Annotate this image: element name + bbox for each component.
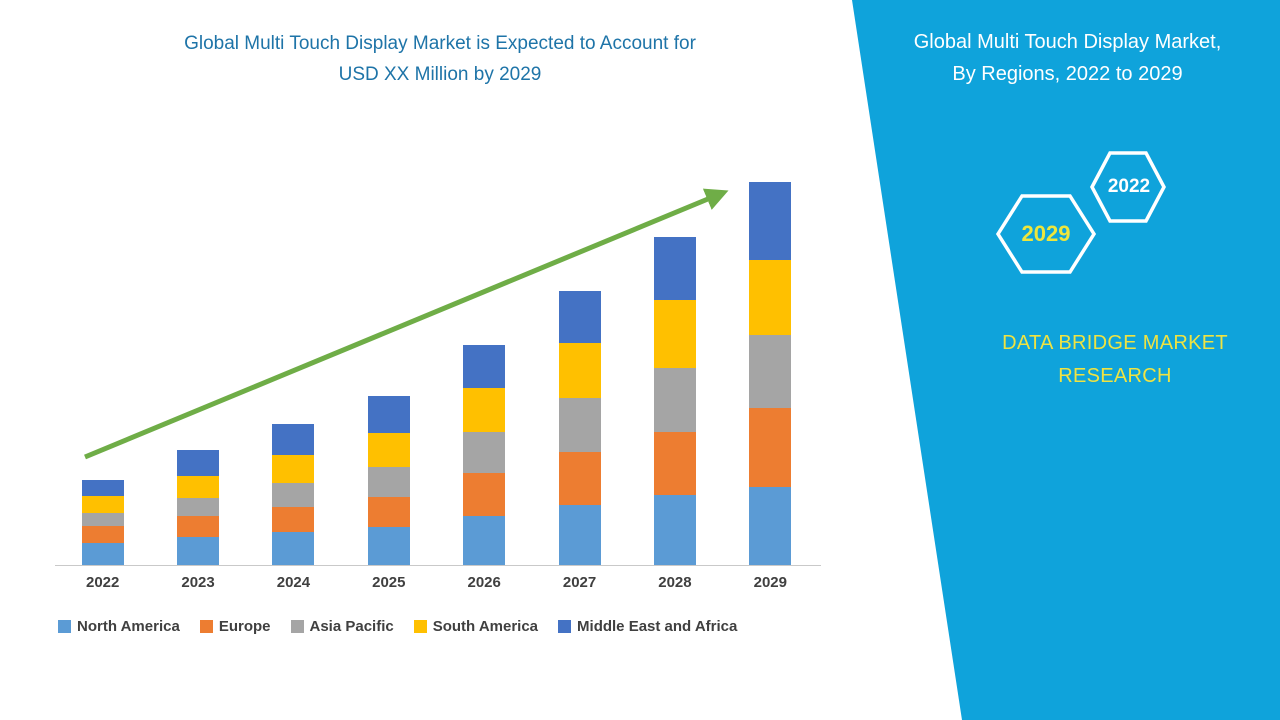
bar-segment-asia-pacific (558, 398, 601, 452)
panel-heading-line1: Global Multi Touch Display Market, (913, 31, 1222, 53)
bar-segment-south-america (367, 433, 410, 467)
chart-title: Global Multi Touch Display Market is Exp… (60, 28, 820, 90)
bar-chart-plot-area (55, 145, 818, 565)
legend-label: Europe (218, 618, 271, 635)
x-axis-label-2026: 2026 (467, 574, 501, 591)
bar-segment-north-america (177, 537, 220, 565)
bar-segment-south-america (749, 260, 792, 335)
bar-segment-europe (81, 526, 124, 543)
legend-swatch (413, 620, 427, 633)
legend-item-europe: Europe (199, 618, 271, 635)
hexagon-2022-outline (1090, 151, 1166, 223)
chart-title-line1: Global Multi Touch Display Market is Exp… (184, 33, 696, 54)
stacked-bar-2024 (272, 424, 315, 565)
bar-segment-europe (558, 452, 601, 505)
stacked-bar-2027 (558, 291, 601, 565)
brand-text: DATA BRIDGE MARKET RESEARCH (925, 327, 1280, 393)
bar-segment-north-america (272, 532, 315, 565)
legend-item-asia-pacific: Asia Pacific (290, 618, 394, 635)
bar-segment-south-america (272, 455, 315, 483)
x-axis-label-2029: 2029 (753, 574, 787, 591)
bar-segment-middle-east-and-africa (653, 237, 696, 300)
legend-label: South America (432, 618, 539, 635)
bar-segment-south-america (558, 343, 601, 398)
bar-segment-europe (177, 516, 220, 537)
legend-swatch (199, 620, 213, 633)
bar-segment-north-america (749, 487, 792, 565)
bar-segment-asia-pacific (463, 432, 506, 473)
stacked-bar-2028 (653, 237, 696, 565)
bar-segment-middle-east-and-africa (463, 345, 506, 388)
stacked-bar-2026 (463, 345, 506, 565)
bar-segment-north-america (653, 495, 696, 565)
bar-segment-middle-east-and-africa (81, 480, 124, 496)
legend-item-south-america: South America (413, 618, 539, 635)
bar-segment-asia-pacific (653, 368, 696, 432)
bar-segment-south-america (653, 300, 696, 368)
bar-segment-asia-pacific (177, 498, 220, 516)
bar-segment-south-america (81, 496, 124, 513)
legend-label: North America (77, 618, 180, 635)
chart-title-line2: USD XX Million by 2029 (338, 64, 542, 85)
hexagon-year-2029-label: 2029 (1021, 221, 1071, 246)
hexagon-2029-outline (995, 194, 1097, 274)
panel-heading-line2: By Regions, 2022 to 2029 (952, 63, 1183, 85)
bar-segment-north-america (367, 527, 410, 565)
bar-segment-middle-east-and-africa (177, 450, 220, 476)
bar-segment-asia-pacific (367, 467, 410, 497)
panel-heading: Global Multi Touch Display Market, By Re… (865, 26, 1270, 90)
stacked-bar-2022 (81, 480, 124, 565)
bar-segment-middle-east-and-africa (558, 291, 601, 343)
brand-line2: RESEARCH (1058, 365, 1172, 387)
bar-segment-europe (653, 432, 696, 495)
x-axis-label-2025: 2025 (372, 574, 406, 591)
bar-segment-south-america (463, 388, 506, 432)
hexagon-year-2022-label: 2022 (1107, 176, 1151, 197)
bar-segment-north-america (81, 543, 124, 565)
stacked-bar-2023 (177, 450, 220, 565)
legend-item-north-america: North America (58, 618, 180, 635)
bar-segment-europe (367, 497, 410, 527)
x-axis-label-2027: 2027 (562, 574, 597, 591)
x-axis-label-2028: 2028 (658, 574, 692, 591)
legend-swatch (290, 620, 304, 633)
bar-segment-asia-pacific (81, 513, 124, 526)
brand-line1: DATA BRIDGE MARKET (1002, 332, 1228, 354)
x-axis-labels: 2022 2023 2024 2025 2026 2027 2028 2029 (55, 574, 818, 591)
bar-segment-north-america (558, 505, 601, 565)
bar-segment-middle-east-and-africa (272, 424, 315, 455)
hexagon-badges (995, 151, 1166, 274)
bar-segment-europe (463, 473, 506, 516)
bar-segment-south-america (177, 476, 220, 498)
x-axis-label-2022: 2022 (86, 574, 120, 591)
bar-segment-asia-pacific (272, 483, 315, 507)
legend-label: Middle East and Africa (577, 618, 738, 635)
stacked-bar-2029 (749, 182, 792, 565)
bar-segment-middle-east-and-africa (367, 396, 410, 433)
x-axis-line (55, 565, 821, 566)
bar-segment-europe (272, 507, 315, 532)
x-axis-label-2024: 2024 (276, 574, 311, 591)
bar-segment-europe (749, 408, 792, 487)
chart-legend: North America Europe Asia Pacific South Ame… (58, 618, 833, 635)
stacked-bar-2025 (367, 396, 410, 565)
legend-swatch (558, 620, 572, 633)
legend-item-middle-east-and-africa: Middle East and Africa (558, 618, 737, 635)
legend-label: Asia Pacific (309, 618, 394, 635)
bar-segment-asia-pacific (749, 335, 792, 408)
bar-segment-middle-east-and-africa (749, 182, 792, 260)
legend-swatch (58, 620, 71, 633)
bar-segment-north-america (463, 516, 506, 565)
x-axis-label-2023: 2023 (181, 574, 215, 591)
